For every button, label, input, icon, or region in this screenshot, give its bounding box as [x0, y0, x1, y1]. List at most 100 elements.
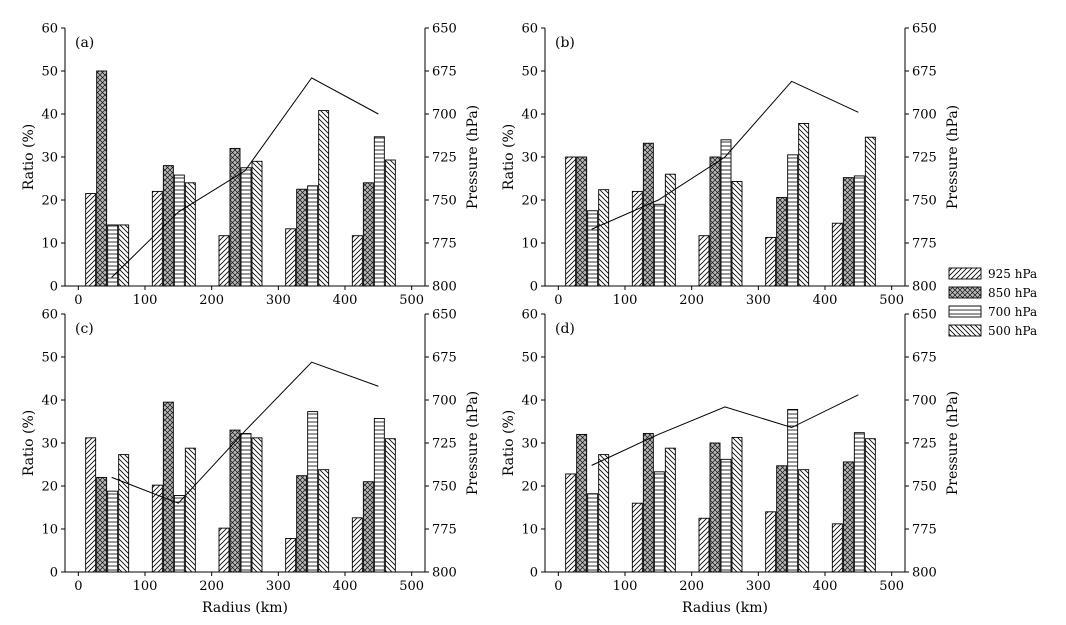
bar-850-hpa-50km [576, 156, 588, 287]
bar-700-hpa-50km [107, 224, 119, 287]
bar-925-hpa-150km [151, 484, 163, 573]
panel-label: (b) [555, 35, 575, 51]
y2-tick-label: 725 [912, 437, 937, 452]
y-tick-label: 60 [41, 22, 58, 37]
bar-700-hpa-150km [653, 203, 665, 287]
bar-700-hpa-450km [373, 136, 385, 287]
y-tick-label: 0 [50, 566, 58, 581]
y2-tick-label: 800 [912, 566, 937, 581]
bar-850-hpa-450km [842, 177, 854, 287]
y-tick-label: 50 [521, 65, 538, 80]
x-tick-label: 200 [679, 293, 704, 308]
legend-label: 925 hPa [988, 267, 1037, 281]
bar-850-hpa-150km [642, 433, 654, 573]
y2-tick-label: 725 [432, 151, 457, 166]
y2-axis-label: Pressure (hPa) [945, 105, 961, 209]
bar-700-hpa-350km [787, 409, 799, 573]
bar-850-hpa-450km [842, 461, 854, 573]
bar-500-hpa-250km [731, 436, 743, 573]
chart-panel-4: 0 10 20 30 40 50 60 650 675 700 725 750 775 800 0 100 20… [501, 308, 961, 617]
bar-925-hpa-150km [151, 190, 163, 287]
x-tick-label: 500 [879, 579, 904, 594]
bar-850-hpa-250km [229, 429, 241, 573]
bar-850-hpa-50km [96, 476, 108, 573]
bar-850-hpa-150km [162, 165, 174, 287]
y2-tick-label: 750 [432, 480, 457, 495]
y-tick-label: 20 [41, 480, 58, 495]
y-axis-label: Ratio (%) [501, 124, 517, 190]
bar-925-hpa-150km [631, 502, 643, 573]
bar-700-hpa-350km [787, 154, 799, 287]
x-tick-label: 500 [399, 579, 424, 594]
y-tick-label: 0 [530, 280, 538, 295]
y-tick-label: 40 [521, 394, 538, 409]
y-tick-label: 0 [530, 566, 538, 581]
bar-500-hpa-350km [798, 469, 810, 573]
bar-850-hpa-150km [642, 142, 654, 287]
y2-tick-label: 800 [912, 280, 937, 295]
bar-925-hpa-250km [698, 235, 710, 287]
bar-500-hpa-350km [798, 123, 810, 287]
y-tick-label: 30 [41, 151, 58, 166]
x-tick-label: 500 [879, 293, 904, 308]
bar-500-hpa-250km [731, 181, 743, 287]
bar-700-hpa-50km [587, 210, 599, 287]
y-tick-label: 10 [521, 237, 538, 252]
y-tick-label: 50 [41, 351, 58, 366]
legend-swatch [948, 267, 982, 280]
y2-tick-label: 700 [912, 394, 937, 409]
x-tick-label: 0 [554, 293, 562, 308]
bar-850-hpa-50km [96, 70, 108, 287]
bar-925-hpa-150km [631, 190, 643, 287]
y-tick-label: 20 [41, 194, 58, 209]
x-tick-label: 100 [133, 293, 158, 308]
bar-500-hpa-450km [864, 136, 876, 287]
chart-panel-1: 0 10 20 30 40 50 60 650 675 700 725 750 775 800 0 100 20… [21, 22, 481, 309]
pressure-line [591, 80, 859, 230]
y-tick-label: 10 [41, 237, 58, 252]
bar-925-hpa-450km [831, 523, 843, 573]
x-tick-label: 300 [266, 293, 291, 308]
x-axis-label: Radius (km) [682, 600, 768, 616]
bar-500-hpa-50km [118, 454, 130, 573]
y2-axis-label: Pressure (hPa) [465, 105, 481, 209]
bar-850-hpa-250km [709, 442, 721, 573]
bar-500-hpa-150km [184, 447, 196, 573]
bar-925-hpa-450km [831, 222, 843, 287]
bar-850-hpa-450km [362, 182, 374, 287]
x-tick-label: 400 [333, 579, 358, 594]
y-tick-label: 0 [50, 280, 58, 295]
x-tick-label: 100 [613, 579, 638, 594]
x-tick-label: 200 [199, 293, 224, 308]
y-tick-label: 30 [41, 437, 58, 452]
bar-925-hpa-250km [218, 527, 230, 573]
y-tick-label: 10 [41, 523, 58, 538]
bar-850-hpa-250km [229, 147, 241, 287]
legend-swatch [948, 286, 982, 299]
bar-850-hpa-50km [576, 433, 588, 573]
legend-swatch [948, 324, 982, 337]
pressure-line [111, 77, 379, 278]
y2-tick-label: 700 [912, 108, 937, 123]
pressure-line [591, 394, 859, 466]
y-tick-label: 60 [41, 308, 58, 323]
y2-tick-label: 775 [912, 237, 937, 252]
y-tick-label: 50 [521, 351, 538, 366]
y2-tick-label: 775 [432, 237, 457, 252]
bar-700-hpa-250km [240, 167, 252, 287]
bar-925-hpa-50km [565, 473, 577, 573]
bar-500-hpa-250km [251, 160, 263, 287]
x-tick-label: 0 [74, 293, 82, 308]
bar-850-hpa-450km [362, 481, 374, 573]
y2-tick-label: 750 [432, 194, 457, 209]
y2-tick-label: 650 [432, 308, 457, 323]
legend-label: 850 hPa [988, 286, 1037, 300]
y2-tick-label: 675 [912, 65, 937, 80]
legend: 925 hPa 850 hPa 700 hPa 500 hPa [948, 267, 1037, 338]
legend-label: 500 hPa [988, 324, 1037, 338]
bar-925-hpa-350km [765, 511, 777, 573]
x-tick-label: 400 [813, 579, 838, 594]
y2-tick-label: 750 [912, 480, 937, 495]
x-tick-label: 200 [199, 579, 224, 594]
y2-tick-label: 725 [432, 437, 457, 452]
